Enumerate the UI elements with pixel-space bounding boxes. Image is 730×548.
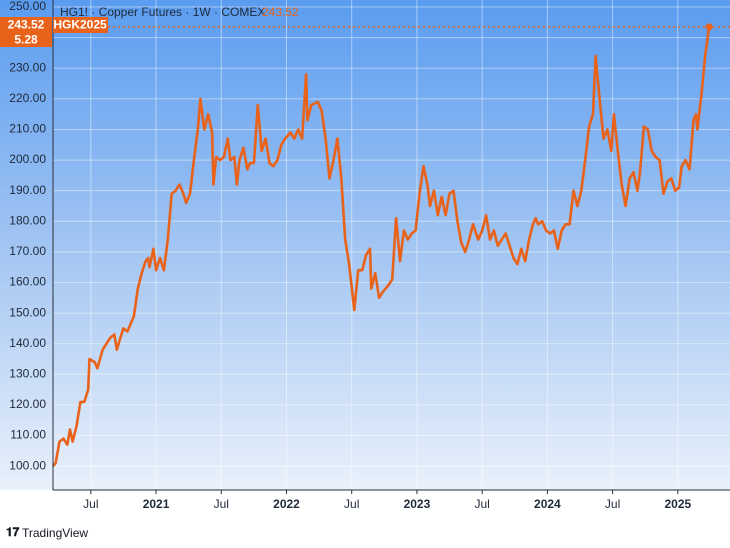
brand-logo: 𝟏𝟕 (6, 525, 20, 539)
y-tick-label: 140.00 (9, 336, 46, 350)
x-tick-label: 2021 (143, 497, 170, 511)
y-tick-label: 120.00 (9, 397, 46, 411)
contract-badge (53, 17, 108, 33)
x-tick-label: 2022 (273, 497, 300, 511)
price-badge (0, 17, 52, 33)
y-tick-label: 130.00 (9, 366, 46, 380)
chart-title: HG1! · Copper Futures · 1W · COMEX (60, 5, 265, 19)
x-tick-label: Jul (214, 497, 229, 511)
x-tick-label: Jul (83, 497, 98, 511)
y-tick-label: 150.00 (9, 305, 46, 319)
x-tick-label: Jul (605, 497, 620, 511)
plot-background (0, 0, 730, 490)
x-tick-label: 2023 (404, 497, 431, 511)
x-tick-label: Jul (474, 497, 489, 511)
price-badge-text: 243.52 (8, 18, 45, 32)
y-tick-label: 210.00 (9, 122, 46, 136)
y-tick-label: 200.00 (9, 152, 46, 166)
y-tick-label: 160.00 (9, 275, 46, 289)
y-tick-label: 230.00 (9, 60, 46, 74)
y-tick-label: 190.00 (9, 183, 46, 197)
contract-badge-text: HGK2025 (53, 18, 107, 32)
last-price-label: 243.52 (262, 5, 299, 19)
y-tick-label: 180.00 (9, 213, 46, 227)
change-badge-text: 5.28 (14, 33, 38, 47)
brand-name: TradingView (22, 526, 88, 540)
y-tick-label: 170.00 (9, 244, 46, 258)
y-tick-label: 220.00 (9, 91, 46, 105)
last-price-dot (705, 23, 713, 31)
grid (53, 0, 730, 490)
marks (52, 23, 730, 467)
labels: 100.00 110.00 120.00 130.00 140.00 150.00 160.… (9, 0, 691, 511)
y-tick-label: 250.00 (9, 0, 46, 13)
x-tick-label: 2024 (534, 497, 561, 511)
x-tick-label: 2025 (664, 497, 691, 511)
x-tick-label: Jul (344, 497, 359, 511)
price-line (52, 26, 711, 467)
y-tick-label: 100.00 (9, 458, 46, 472)
y-tick-label: 110.00 (10, 428, 46, 442)
change-badge (0, 33, 52, 47)
